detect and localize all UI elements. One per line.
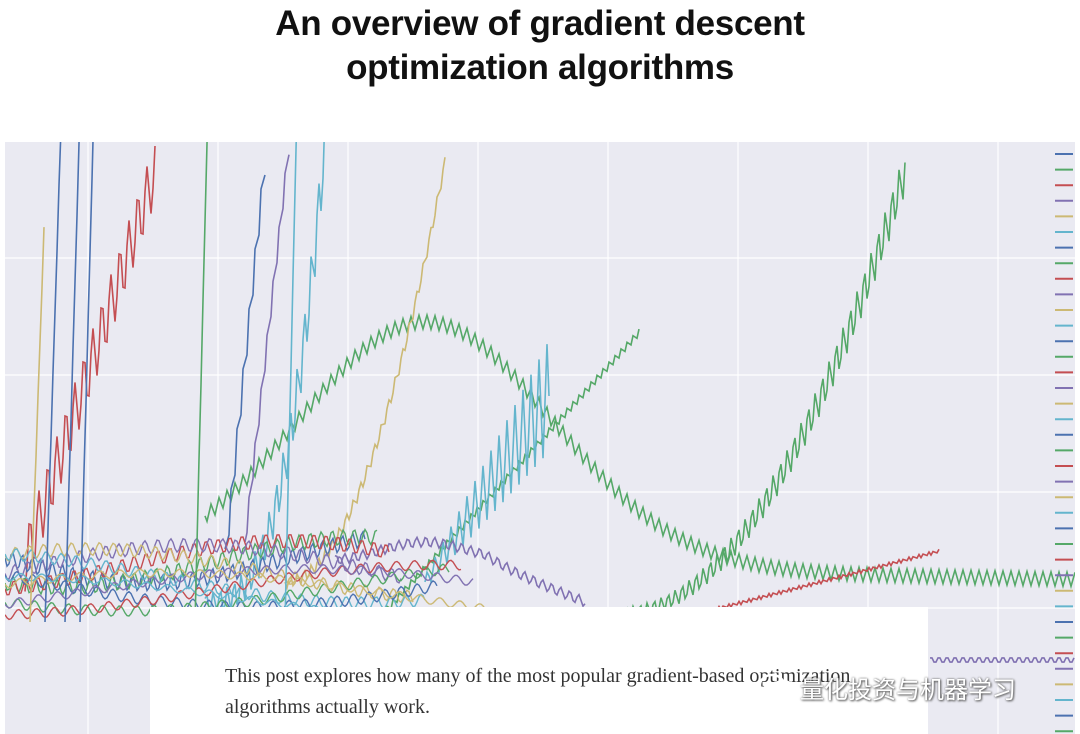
- decorative-curve: [79, 142, 94, 623]
- description-card: This post explores how many of the most …: [150, 607, 928, 734]
- decorative-curve: [284, 157, 446, 591]
- decorative-curve: [704, 548, 940, 614]
- decorative-curve: [64, 142, 80, 623]
- decorative-curve: [194, 142, 208, 623]
- post-description: This post explores how many of the most …: [225, 665, 851, 718]
- watermark: 量化投资与机器学习: [800, 676, 1016, 704]
- decorative-curve: [44, 142, 62, 623]
- decorative-curve: [334, 535, 586, 608]
- decorative-curve: [204, 142, 325, 613]
- decorative-curve: [5, 563, 474, 609]
- decorative-curve: [244, 154, 290, 543]
- decorative-curve: [29, 227, 45, 623]
- decorative-curve: [930, 657, 1075, 663]
- post-title: An overview of gradient descent optimiza…: [275, 4, 805, 87]
- decorative-curve: [424, 344, 550, 585]
- legend-swatches: [1055, 153, 1073, 733]
- decorative-curve: [24, 145, 156, 592]
- decorative-curve: [5, 563, 450, 617]
- decorative-curve: [224, 174, 266, 550]
- decorative-curve: [624, 162, 906, 620]
- decorative-curve: [5, 537, 402, 584]
- decorative-curve: [5, 541, 414, 604]
- decorative-curve: [204, 312, 1075, 590]
- decorative-curve: [284, 142, 297, 623]
- watermark-icon: [758, 673, 795, 699]
